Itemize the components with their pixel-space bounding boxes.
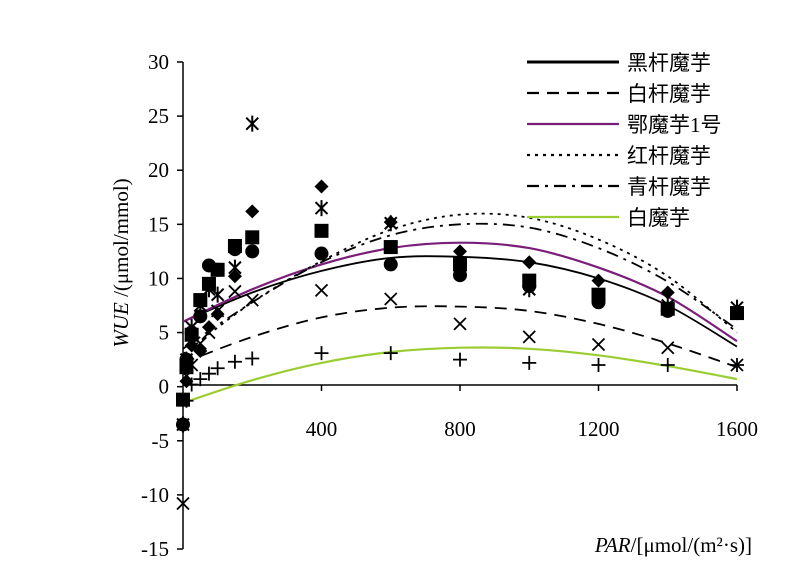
fit-curves <box>182 212 738 404</box>
data-point-series-2 <box>228 284 242 299</box>
data-point-series-3 <box>245 244 260 259</box>
fit-curve-2 <box>182 305 738 369</box>
data-point-series-1 <box>245 204 260 219</box>
data-point-series-4 <box>522 273 537 288</box>
axes: 30 25 20 15 10 5 0 -5 -10 -15 400 800 1200 1600 <box>141 50 758 561</box>
y-tick-label: -10 <box>141 483 169 507</box>
y-tick-label: 10 <box>148 266 169 290</box>
data-point-series-6 <box>660 358 675 373</box>
data-point-series-4 <box>383 240 398 255</box>
legend-label-5: 青杆魔芋 <box>627 175 711 199</box>
fit-curve-3 <box>182 241 738 343</box>
x-tick-label: 400 <box>306 417 338 441</box>
data-point-series-6 <box>210 361 225 376</box>
data-point-series-5 <box>179 351 194 368</box>
data-point-series-2 <box>202 325 216 340</box>
data-point-series-2 <box>522 330 536 344</box>
fit-curve-6 <box>182 346 738 404</box>
fit-curve-5 <box>182 222 738 350</box>
y-tick-label: -5 <box>152 429 170 453</box>
data-point-series-1 <box>210 307 225 322</box>
data-point-series-6 <box>179 393 194 408</box>
y-tick-label: 25 <box>148 104 169 128</box>
data-point-series-5 <box>591 289 606 306</box>
data-point-series-2 <box>453 317 467 331</box>
y-tick-label: 15 <box>148 212 169 236</box>
legend-label-6: 白魔芋 <box>627 206 690 230</box>
y-tick-label: 5 <box>159 321 170 345</box>
data-point-series-6 <box>522 355 537 370</box>
data-point-series-6 <box>314 346 329 361</box>
data-point-series-5 <box>245 115 259 132</box>
x-tick-label: 1200 <box>578 417 620 441</box>
data-point-series-6 <box>201 366 216 381</box>
legend-label-3: 鄂魔芋1号 <box>627 113 722 137</box>
data-point-series-5 <box>193 297 208 314</box>
data-point-series-6 <box>453 352 467 367</box>
data-point-series-2 <box>176 496 190 511</box>
data-point-series-5 <box>384 215 398 232</box>
data-point-series-5 <box>184 319 199 336</box>
data-point-series-6 <box>193 372 208 387</box>
y-tick-label: 0 <box>159 375 170 399</box>
data-point-series-2 <box>661 341 675 355</box>
data-point-series-4 <box>176 392 190 407</box>
data-point-series-2 <box>384 292 398 306</box>
data-point-series-1 <box>314 179 329 194</box>
data-point-series-5 <box>453 259 467 276</box>
x-tick-label: 800 <box>444 417 476 441</box>
y-tick-label: 20 <box>148 158 169 182</box>
data-point-series-1 <box>591 273 606 288</box>
data-point-series-4 <box>227 238 242 253</box>
data-point-series-6 <box>730 358 744 373</box>
data-point-series-5 <box>661 297 675 314</box>
data-point-series-3 <box>193 309 208 324</box>
data-point-series-6 <box>245 351 260 366</box>
data-point-series-6 <box>227 354 242 369</box>
data-point-series-4 <box>210 262 225 277</box>
legend-label-1: 黑杆魔芋 <box>627 51 711 75</box>
data-point-series-6 <box>184 377 199 392</box>
legend-label-4: 红杆魔芋 <box>627 144 711 168</box>
data-point-series-5 <box>228 259 242 276</box>
data-point-series-3 <box>383 257 398 272</box>
data-point-series-4 <box>245 230 260 245</box>
data-point-series-5 <box>210 286 225 303</box>
data-point-series-2 <box>210 304 225 318</box>
data-point-series-1 <box>660 285 675 300</box>
x-axis-title: PAR/[μmol/(m²·s)] <box>594 533 752 557</box>
data-point-series-1 <box>227 269 242 284</box>
data-point-series-6 <box>591 358 606 373</box>
x-tick-label: 1600 <box>716 417 758 441</box>
data-markers <box>176 115 744 511</box>
y-tick-label: 30 <box>148 50 169 74</box>
data-point-series-2 <box>591 337 606 352</box>
data-point-series-5 <box>202 281 216 298</box>
data-point-series-4 <box>314 223 329 238</box>
data-point-series-1 <box>453 244 467 259</box>
data-point-series-2 <box>245 293 259 307</box>
data-point-series-1 <box>201 320 216 335</box>
legend-label-2: 白杆魔芋 <box>627 82 711 106</box>
y-axis-title: WUE /(μmol/mmol) <box>109 178 133 347</box>
data-point-series-5 <box>730 299 744 316</box>
data-point-series-6 <box>383 346 398 361</box>
data-point-series-2 <box>314 283 329 297</box>
y-tick-label: -15 <box>141 537 169 561</box>
data-point-series-1 <box>522 255 537 270</box>
data-point-series-5 <box>522 281 536 298</box>
data-point-series-3 <box>314 246 329 261</box>
data-point-series-6 <box>176 417 190 432</box>
data-point-series-5 <box>314 200 329 217</box>
